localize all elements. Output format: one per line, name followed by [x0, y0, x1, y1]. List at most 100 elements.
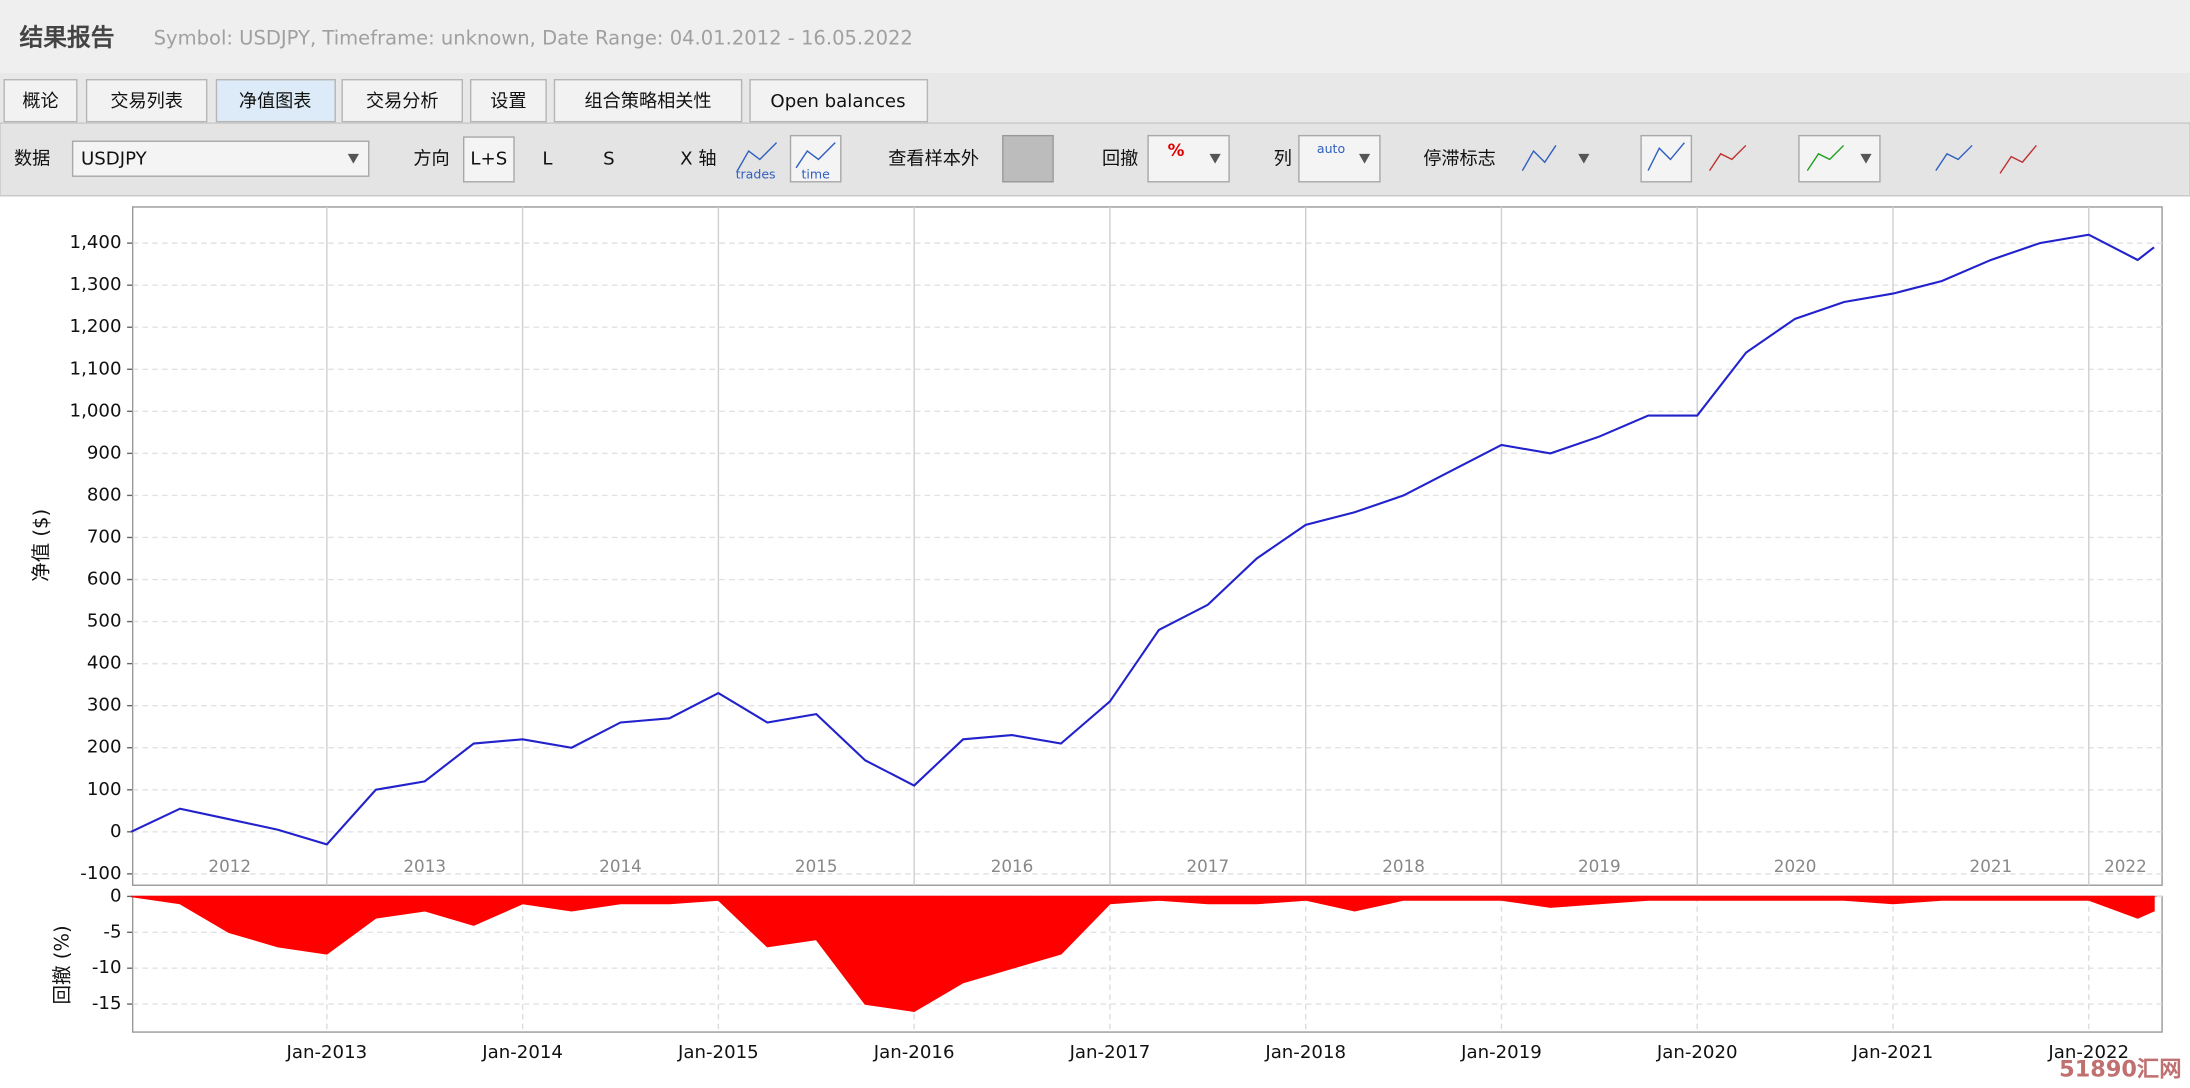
- x-tick-label: Jan-2020: [1656, 1042, 1738, 1063]
- tab[interactable]: 交易列表: [85, 79, 208, 123]
- y-tick-label: 700: [87, 526, 122, 547]
- chart-layer: -10001002003004005006007008009001,0001,1…: [70, 206, 2163, 1063]
- y-tick-label: 800: [87, 484, 122, 505]
- y-tick-label: 300: [87, 695, 122, 716]
- x-tick-label: Jan-2018: [1264, 1042, 1346, 1063]
- icon: [1647, 142, 1685, 171]
- x-tick-label: Jan-2016: [873, 1042, 955, 1063]
- title-bar: [0, 0, 2190, 73]
- year-label: 2018: [1382, 856, 1425, 876]
- y-tick-label: -100: [80, 863, 121, 884]
- drawdown-axis-label: 回撤 (%): [50, 925, 73, 1004]
- drawdown-label: 回撤: [1102, 148, 1138, 169]
- out-of-sample-label: 查看样本外: [888, 148, 979, 169]
- tab-label[interactable]: Open balances: [770, 91, 905, 112]
- y-tick-label: 600: [87, 569, 122, 590]
- direction-label: 方向: [413, 148, 449, 169]
- report-title: 结果报告: [20, 24, 115, 52]
- y-tick-label: -10: [92, 957, 122, 978]
- direction-button[interactable]: [463, 136, 515, 183]
- data-label: 数据: [14, 148, 50, 169]
- tab-label[interactable]: 组合策略相关性: [585, 91, 712, 112]
- tab-label[interactable]: 净值图表: [239, 91, 312, 112]
- tab-label[interactable]: 交易分析: [366, 91, 439, 112]
- drawdown-area: [130, 895, 2155, 1012]
- x-tick-label: Jan-2021: [1852, 1042, 1934, 1063]
- view-button[interactable]: [1999, 144, 2037, 174]
- tab[interactable]: 概论: [3, 79, 78, 123]
- y-tick-label: 1,200: [70, 316, 122, 337]
- columns-label: 列: [1274, 148, 1292, 169]
- year-label: 2020: [1774, 856, 1817, 876]
- x-tick-label: Jan-2017: [1069, 1042, 1151, 1063]
- y-tick-label: -5: [103, 921, 121, 942]
- x-tick-label: Jan-2014: [481, 1042, 563, 1063]
- direction-option[interactable]: S: [603, 148, 615, 169]
- tab[interactable]: 组合策略相关性: [553, 79, 743, 123]
- icon-label[interactable]: %: [1168, 140, 1185, 160]
- watermark: 51890汇网: [2059, 1056, 2181, 1082]
- year-label: 2014: [599, 856, 642, 876]
- year-label: 2015: [795, 856, 838, 876]
- direction-option[interactable]: L: [542, 148, 553, 169]
- year-label: 2021: [1970, 856, 2013, 876]
- x-axis-time-button[interactable]: [789, 134, 842, 183]
- year-label: 2017: [1186, 856, 1229, 876]
- year-label: 2013: [403, 856, 446, 876]
- dropdown-arrow: [1209, 153, 1221, 164]
- year-label: 2016: [991, 856, 1034, 876]
- equity-axis-label: 净值 ($): [29, 509, 52, 582]
- dropdown-arrow: [1860, 153, 1872, 164]
- y-tick-label: 1,000: [70, 400, 122, 421]
- x-axis-trades-button[interactable]: trades: [736, 142, 778, 182]
- y-tick-label: 400: [87, 653, 122, 674]
- icon-label[interactable]: auto: [1317, 141, 1345, 156]
- view-button[interactable]: [1935, 144, 1973, 171]
- icon: [795, 142, 836, 169]
- dropdown-arrow: [347, 153, 359, 164]
- data-dropdown[interactable]: [71, 140, 370, 177]
- dropdown-arrow: [1578, 153, 1590, 164]
- view-button[interactable]: [1708, 144, 1747, 171]
- y-tick-label: 1,300: [70, 274, 122, 295]
- icon-label[interactable]: time: [801, 166, 830, 181]
- x-tick-label: Jan-2013: [285, 1042, 367, 1063]
- tab[interactable]: Open balances: [749, 79, 929, 123]
- y-tick-label: 200: [87, 737, 122, 758]
- drawdown-plot: [131, 895, 2163, 1033]
- stagnation-label: 停滞标志: [1423, 148, 1496, 169]
- tab[interactable]: 交易分析: [341, 79, 464, 123]
- dropdown-arrow: [1358, 153, 1371, 164]
- icon-label[interactable]: trades: [736, 166, 776, 181]
- y-tick-label: 100: [87, 779, 122, 800]
- icon: [1806, 144, 1845, 171]
- tab[interactable]: 净值图表: [215, 79, 336, 123]
- y-tick-label: 1,400: [70, 232, 122, 253]
- tab-label[interactable]: 概论: [22, 91, 58, 112]
- out-of-sample-button[interactable]: [1002, 134, 1054, 183]
- y-tick-label: 900: [87, 442, 122, 463]
- year-label: 2012: [208, 856, 251, 876]
- tab[interactable]: 设置: [469, 79, 547, 123]
- x-tick-label: Jan-2015: [677, 1042, 759, 1063]
- year-label: 2022: [2104, 856, 2147, 876]
- tab-label[interactable]: 设置: [490, 91, 526, 112]
- y-tick-label: 500: [87, 611, 122, 632]
- x-tick-label: Jan-2022: [2047, 1042, 2129, 1063]
- report-subtitle: Symbol: USDJPY, Timeframe: unknown, Date…: [154, 27, 913, 50]
- data-value[interactable]: USDJPY: [81, 148, 148, 169]
- stagnation-icon[interactable]: [1521, 145, 1557, 171]
- equity-plot: [131, 206, 2163, 886]
- x-tick-label: Jan-2019: [1460, 1042, 1542, 1063]
- tab-label[interactable]: 交易列表: [110, 91, 183, 112]
- y-tick-label: 1,100: [70, 358, 122, 379]
- y-tick-label: 0: [110, 821, 122, 842]
- y-tick-label: -15: [92, 993, 122, 1014]
- year-label: 2019: [1578, 856, 1621, 876]
- x-axis-label: X 轴: [680, 148, 716, 169]
- direction-option[interactable]: L+S: [470, 148, 507, 169]
- equity-line: [130, 233, 2155, 846]
- y-tick-label: 0: [110, 885, 122, 906]
